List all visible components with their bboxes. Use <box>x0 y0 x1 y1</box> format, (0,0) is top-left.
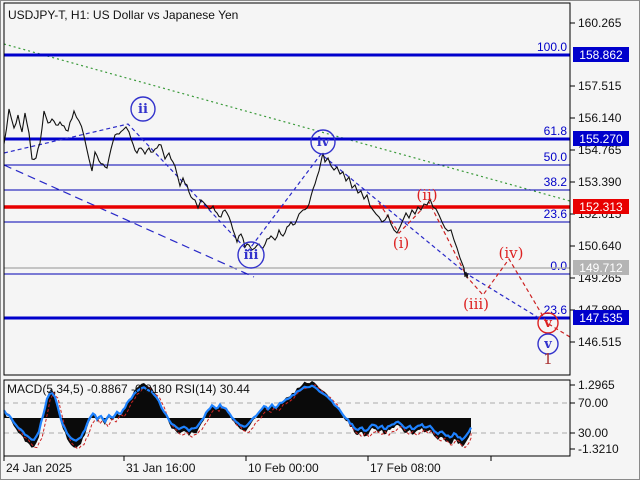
time-axis-label: 10 Feb 00:00 <box>248 461 319 475</box>
time-axis-label: 17 Feb 08:00 <box>370 461 441 475</box>
price-axis-label-150.640: 150.640 <box>578 239 622 253</box>
price-axis-label-146.515: 146.515 <box>578 335 622 349</box>
wave-circle-iii <box>237 241 265 269</box>
macd-histogram-area <box>4 381 471 448</box>
price-axis-label-160.265: 160.265 <box>578 16 622 30</box>
price-level-box-158.862 <box>573 47 629 62</box>
blue-wave-projection-dashed <box>3 123 540 319</box>
blue-trendline-dashed <box>3 164 255 278</box>
fib-level-label-100.0: 100.0 <box>537 40 567 54</box>
fib-level-label-38.2: 38.2 <box>544 175 568 189</box>
wave-circle-label-v: v <box>543 316 552 331</box>
fib-level-label-23.6: 23.6 <box>544 207 568 221</box>
wave-label-(ii): (ii) <box>416 186 437 204</box>
wave-label-(iv): (iv) <box>499 244 524 262</box>
wave-circle-label-v: v <box>543 337 552 352</box>
red-wave-projection-dashed <box>378 200 571 338</box>
wave-circle-ii <box>130 96 156 122</box>
wave-label-(i): (i) <box>393 234 410 252</box>
wave-circle-iv <box>310 129 336 155</box>
price-level-box-152.313 <box>573 199 629 214</box>
price-axis-label-157.515: 157.515 <box>578 79 622 93</box>
price-level-box-label-155.270: 155.270 <box>579 132 623 146</box>
macd-axis-label-70.00: 70.00 <box>578 396 608 410</box>
fib-level-label-61.8: 61.8 <box>544 124 568 138</box>
chart-title: USDJPY-T, H1: US Dollar vs Japanese Yen <box>8 8 238 22</box>
wave-label-1: 1 <box>543 350 553 368</box>
macd-panel-border <box>3 379 571 457</box>
wave-circle-v <box>537 333 559 355</box>
macd-signal-line-red-dashed <box>6 384 472 450</box>
wave-circle-label-iv: iv <box>317 135 330 150</box>
fib-level-label-50.0: 50.0 <box>544 150 568 164</box>
macd-main-line-blue <box>3 384 472 442</box>
wave-circle-v <box>537 312 559 334</box>
macd-axis-label-1.2965: 1.2965 <box>578 378 615 392</box>
fib-level-label-23.6: 23.6 <box>544 303 568 317</box>
macd-axis-label-30.00: 30.00 <box>578 426 608 440</box>
price-axis-label-154.765: 154.765 <box>578 143 622 157</box>
macd-indicator-label: MACD(5,34,5) -0.8867 -0.8180 RSI(14) 30.… <box>7 382 250 396</box>
price-axis-label-156.140: 156.140 <box>578 111 622 125</box>
chart-render-layer: 100.061.850.038.223.60.023.6iiiviiivv(i)… <box>3 2 629 475</box>
wave-circle-label-iii: iii <box>244 248 259 263</box>
time-axis-label: 24 Jan 2025 <box>6 461 72 475</box>
price-level-box-147.535 <box>573 310 629 325</box>
time-axis-label: 31 Jan 16:00 <box>126 461 196 475</box>
price-level-box-label-147.535: 147.535 <box>579 311 623 325</box>
wave-circle-label-ii: ii <box>138 102 148 117</box>
price-axis-label-153.390: 153.390 <box>578 175 622 189</box>
price-line-series <box>3 108 469 279</box>
macd-axis-label--1.3210: -1.3210 <box>578 442 619 456</box>
price-level-box-label-152.313: 152.313 <box>579 200 623 214</box>
price-level-box-149.712 <box>573 260 629 275</box>
main-panel-border <box>3 2 571 376</box>
price-level-box-label-149.712: 149.712 <box>579 261 623 275</box>
price-level-box-155.270 <box>573 131 629 146</box>
fib-level-label-0.0: 0.0 <box>550 259 567 273</box>
wave-label-(iii): (iii) <box>463 295 489 313</box>
green-trend-dotted-line <box>3 43 571 202</box>
price-level-box-label-158.862: 158.862 <box>579 48 623 62</box>
